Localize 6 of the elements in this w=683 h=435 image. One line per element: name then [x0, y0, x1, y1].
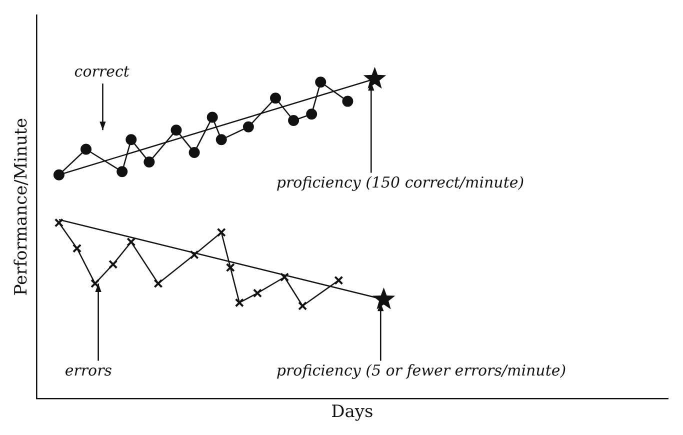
x-axis-title: Days: [331, 402, 374, 422]
annotation: correct: [74, 62, 130, 80]
annotation: proficiency (5 or fewer errors/minute): [276, 362, 566, 380]
annotation: proficiency (150 correct/minute): [276, 174, 524, 192]
y-axis-title: Performance/Minute: [12, 118, 32, 296]
annotation: errors: [64, 362, 112, 380]
